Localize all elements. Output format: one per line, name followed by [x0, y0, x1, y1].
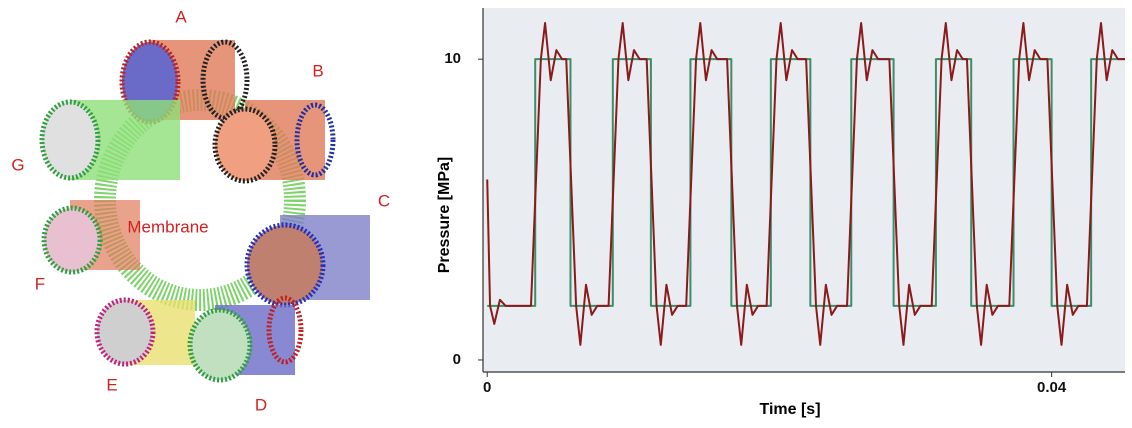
- membrane-label: Membrane: [127, 217, 208, 236]
- cylinder-f: [41, 200, 140, 275]
- cylinder-b: [212, 100, 336, 184]
- pump-diagram: [39, 39, 370, 383]
- cylinder-g: [39, 99, 180, 181]
- y-tick-label: 0: [453, 351, 461, 368]
- x-tick-label: 0: [483, 379, 491, 396]
- cylinder-e: [94, 297, 195, 367]
- plot-background: [483, 8, 1125, 372]
- cylinder-label: F: [35, 274, 45, 293]
- cylinder-label: C: [378, 191, 390, 210]
- series-line: [486, 22, 1125, 346]
- x-tick-label: 0.04: [1037, 379, 1067, 396]
- cylinder-label: G: [11, 155, 24, 174]
- cylinder-label: E: [106, 375, 117, 394]
- cylinder-label: A: [175, 7, 187, 26]
- y-tick-label: 10: [444, 50, 461, 67]
- cylinder-c: [244, 215, 370, 308]
- y-axis-label: Pressure [MPa]: [436, 157, 453, 274]
- cylinder-d: [187, 295, 304, 383]
- cylinder-label: D: [255, 395, 267, 414]
- x-axis-label: Time [s]: [759, 401, 820, 418]
- plot-area: [486, 22, 1125, 346]
- cylinder-label: B: [312, 61, 323, 80]
